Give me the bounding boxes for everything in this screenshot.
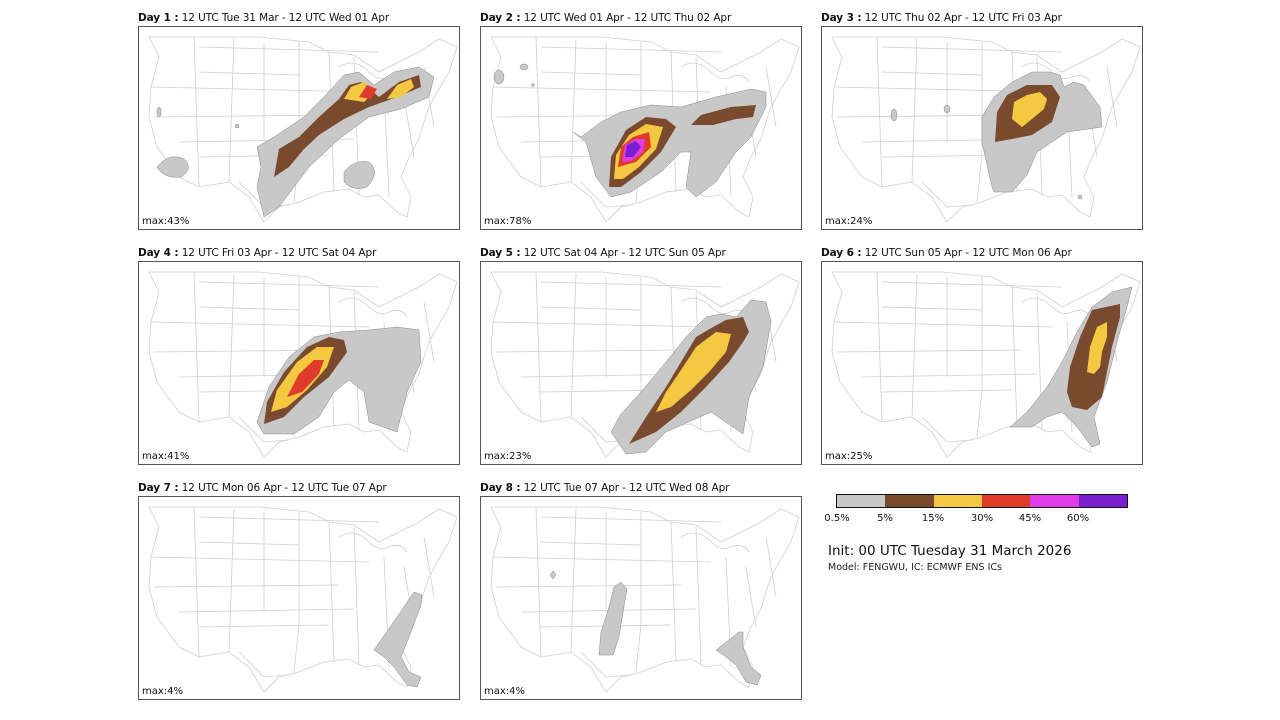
period-label: 12 UTC Sat 04 Apr - 12 UTC Sun 05 Apr xyxy=(523,247,726,259)
legend-tick: 30% xyxy=(970,513,994,524)
map-graphic xyxy=(490,36,800,223)
map-graphic xyxy=(490,271,800,458)
panel-title: Day 8 : 12 UTC Tue 07 Apr - 12 UTC Wed 0… xyxy=(480,482,730,494)
period-label: 12 UTC Mon 06 Apr - 12 UTC Tue 07 Apr xyxy=(181,482,387,494)
legend-swatch xyxy=(1030,495,1079,507)
max-value: max:4% xyxy=(142,686,184,697)
probability-map: max:25% xyxy=(821,261,1143,465)
panel-title: Day 4 : 12 UTC Fri 03 Apr - 12 UTC Sat 0… xyxy=(138,247,376,259)
day-label: Day 3 : xyxy=(821,12,862,24)
legend-tick: 60% xyxy=(1066,513,1090,524)
day-label: Day 4 : xyxy=(138,247,179,259)
max-value: max:43% xyxy=(142,216,190,227)
map-graphic xyxy=(831,271,1141,458)
legend-tick-labels: 0.5% 5% 15% 30% 45% 60% xyxy=(822,513,1142,527)
day-label: Day 7 : xyxy=(138,482,179,494)
max-value: max:25% xyxy=(825,451,873,462)
probability-map: max:24% xyxy=(821,26,1143,230)
day-label: Day 2 : xyxy=(480,12,521,24)
max-value: max:41% xyxy=(142,451,190,462)
panel-title: Day 3 : 12 UTC Thu 02 Apr - 12 UTC Fri 0… xyxy=(821,12,1062,24)
panel-title: Day 2 : 12 UTC Wed 01 Apr - 12 UTC Thu 0… xyxy=(480,12,731,24)
legend-swatch xyxy=(885,495,934,507)
max-value: max:24% xyxy=(825,216,873,227)
day-label: Day 1 : xyxy=(138,12,179,24)
map-graphic xyxy=(831,36,1141,223)
probability-map: max:4% xyxy=(138,496,460,700)
probability-map: max:78% xyxy=(480,26,802,230)
init-time-label: Init: 00 UTC Tuesday 31 March 2026 xyxy=(828,543,1072,559)
legend-swatch xyxy=(837,495,886,507)
colorbar-legend xyxy=(836,494,1128,508)
map-graphic xyxy=(490,506,800,693)
max-value: max:78% xyxy=(484,216,532,227)
map-graphic xyxy=(148,506,458,693)
day-label: Day 5 : xyxy=(480,247,521,259)
probability-map: max:41% xyxy=(138,261,460,465)
legend-tick: 45% xyxy=(1018,513,1042,524)
legend-swatch xyxy=(1078,495,1127,507)
max-value: max:23% xyxy=(484,451,532,462)
legend-tick: 0.5% xyxy=(824,513,850,524)
model-label: Model: FENGWU, IC: ECMWF ENS ICs xyxy=(828,562,1002,573)
legend-swatch xyxy=(981,495,1031,507)
legend-tick: 15% xyxy=(921,513,945,524)
panel-title: Day 1 : 12 UTC Tue 31 Mar - 12 UTC Wed 0… xyxy=(138,12,389,24)
period-label: 12 UTC Tue 07 Apr - 12 UTC Wed 08 Apr xyxy=(523,482,730,494)
period-label: 12 UTC Fri 03 Apr - 12 UTC Sat 04 Apr xyxy=(181,247,377,259)
panel-title: Day 7 : 12 UTC Mon 06 Apr - 12 UTC Tue 0… xyxy=(138,482,387,494)
probability-map: max:43% xyxy=(138,26,460,230)
max-value: max:4% xyxy=(484,686,526,697)
legend-tick: 5% xyxy=(877,513,893,524)
period-label: 12 UTC Wed 01 Apr - 12 UTC Thu 02 Apr xyxy=(523,12,732,24)
legend-swatch xyxy=(933,495,982,507)
period-label: 12 UTC Sun 05 Apr - 12 UTC Mon 06 Apr xyxy=(864,247,1072,259)
map-graphic xyxy=(148,271,458,458)
period-label: 12 UTC Thu 02 Apr - 12 UTC Fri 03 Apr xyxy=(864,12,1062,24)
day-label: Day 6 : xyxy=(821,247,862,259)
probability-map: max:23% xyxy=(480,261,802,465)
period-label: 12 UTC Tue 31 Mar - 12 UTC Wed 01 Apr xyxy=(181,12,390,24)
panel-title: Day 6 : 12 UTC Sun 05 Apr - 12 UTC Mon 0… xyxy=(821,247,1072,259)
day-label: Day 8 : xyxy=(480,482,521,494)
probability-map: max:4% xyxy=(480,496,802,700)
map-graphic xyxy=(148,36,458,223)
panel-title: Day 5 : 12 UTC Sat 04 Apr - 12 UTC Sun 0… xyxy=(480,247,726,259)
